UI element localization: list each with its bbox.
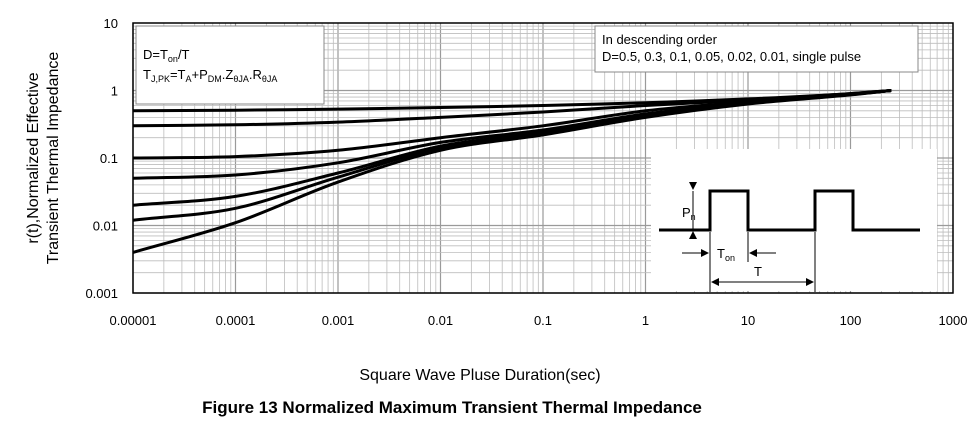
y-axis-label-line-2: Transient Thermal Impedance [45,52,62,265]
series-line-6 [132,89,892,254]
x-tick-label: 10 [741,313,755,328]
x-tick-labels: 0.00001 0.0001 0.001 0.01 0.1 1 10 100 1000 [110,313,968,328]
legend-line-1: In descending order [602,32,718,47]
x-tick-label: 0.1 [534,313,552,328]
y-tick-label: 0.001 [85,286,118,301]
legend-box: In descending order D=0.5, 0.3, 0.1, 0.0… [594,25,919,73]
x-tick-label: 100 [840,313,862,328]
y-tick-labels: 10 1 0.1 0.01 0.001 [85,16,118,301]
formula-box: D=Ton/T TJ,PK=TA+PDM.ZθJA.RθJA [135,25,325,105]
x-tick-label: 0.001 [322,313,355,328]
series-group [132,89,892,254]
period-label: T [754,264,762,279]
pulse-inset: Pn Ton T [651,149,937,292]
duty-formula: D=Ton/T [143,47,190,64]
junction-formula: TJ,PK=TA+PDM.ZθJA.RθJA [143,67,277,84]
ton-label: Ton [717,246,735,263]
pn-label: Pn [682,205,696,222]
y-tick-label: 10 [104,16,118,31]
x-tick-label: 1000 [939,313,968,328]
x-tick-label: 1 [642,313,649,328]
y-tick-label: 1 [111,84,118,99]
x-axis-label: Square Wave Pluse Duration(sec) [359,367,600,384]
legend-line-2: D=0.5, 0.3, 0.1, 0.05, 0.02, 0.01, singl… [602,49,861,64]
y-axis-label: r(t),Normalized Effective Transient Ther… [25,52,62,265]
figure-caption: Figure 13 Normalized Maximum Transient T… [202,398,702,417]
y-tick-label: 0.1 [100,151,118,166]
y-tick-label: 0.01 [93,219,118,234]
y-axis-label-line-1: r(t),Normalized Effective [25,72,42,243]
x-tick-label: 0.0001 [216,313,256,328]
x-tick-label: 0.01 [428,313,453,328]
pulse-waveform [659,189,920,232]
x-tick-label: 0.00001 [110,313,157,328]
